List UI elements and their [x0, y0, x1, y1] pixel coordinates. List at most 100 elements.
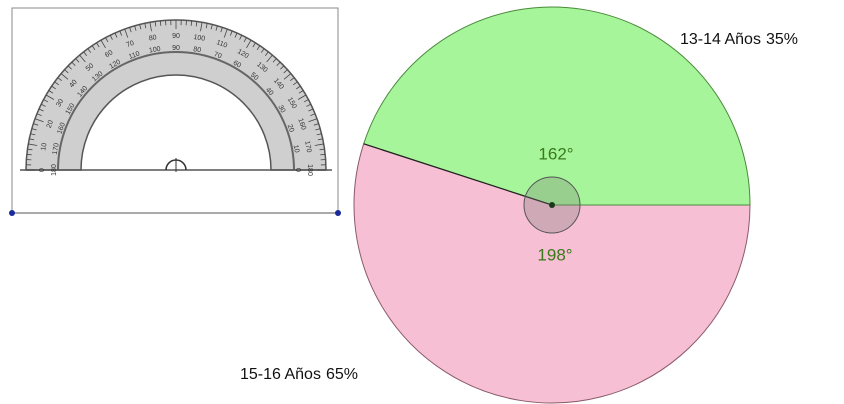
protractor-tick	[159, 20, 162, 26]
category-label: 13-14 Años	[680, 31, 761, 48]
protractor-label: 70	[213, 51, 223, 60]
protractor-label: 30	[55, 98, 65, 108]
protractor-label: 110	[128, 50, 141, 60]
protractor-tick	[313, 123, 319, 126]
protractor-tick	[31, 128, 37, 131]
protractor-label: 40	[68, 79, 78, 90]
protractor-tick	[134, 25, 137, 31]
protractor-label: 80	[193, 46, 202, 54]
slice-label: 15-16 Años 65%	[240, 366, 358, 383]
protractor-tick	[239, 35, 243, 40]
protractor-tick	[316, 133, 322, 136]
protractor-label: 120	[236, 48, 250, 60]
protractor-tick	[283, 73, 292, 80]
protractor-tick	[91, 45, 96, 51]
protractor-tick	[220, 27, 223, 33]
protractor-tick	[124, 28, 129, 38]
protractor-tick	[308, 118, 318, 123]
protractor-tick	[139, 24, 142, 30]
protractor-tick	[43, 99, 49, 103]
protractor-label: 160	[296, 118, 307, 131]
protractor-tick	[315, 128, 321, 131]
protractor-tick	[320, 153, 326, 156]
protractor-label: 70	[125, 40, 135, 49]
protractor-tick	[205, 23, 208, 29]
slice-label: 13-14 Años 35%	[680, 31, 798, 48]
protractor-tick	[276, 61, 281, 66]
protractor-label: 170	[52, 142, 61, 155]
protractor-tick	[67, 65, 72, 70]
protractor-inner-arc	[57, 51, 295, 171]
protractor-label: 90	[172, 33, 180, 40]
protractor-tick	[264, 51, 269, 56]
protractor-tick	[129, 27, 132, 33]
angle-label: 198°	[537, 245, 572, 264]
protractor-tick	[266, 54, 273, 63]
protractor-tick	[317, 138, 323, 141]
protractor-label: 80	[148, 34, 157, 42]
category-label: 15-16 Años	[240, 366, 321, 383]
protractor-tick	[36, 113, 42, 117]
protractor-tick	[280, 65, 285, 70]
protractor-label: 0	[39, 168, 46, 172]
protractor-tick	[256, 45, 261, 51]
protractor-label: 40	[264, 87, 274, 98]
protractor-tick	[26, 153, 32, 156]
protractor-tick	[252, 42, 256, 48]
protractor-tick	[154, 21, 157, 27]
protractor-tick	[75, 58, 80, 63]
protractor-tick	[293, 81, 298, 86]
protractor-tick	[290, 77, 295, 82]
protractor-label: 50	[249, 72, 260, 82]
protractor-tick	[229, 30, 233, 36]
protractor-tick	[308, 108, 314, 112]
protractor-tick	[319, 148, 325, 151]
protractor-tick	[45, 94, 55, 100]
protractor-label: 180	[51, 164, 58, 176]
protractor-tick	[48, 90, 54, 94]
protractor-tick	[38, 108, 44, 112]
protractor-label: 180	[306, 164, 313, 176]
protractor-tick	[71, 61, 76, 66]
protractor-label: 0	[294, 168, 301, 172]
protractor-label: 30	[276, 104, 286, 114]
protractor-tick	[310, 113, 316, 117]
protractor-tick	[149, 22, 152, 32]
pie-slice	[353, 143, 751, 404]
protractor-tick	[79, 54, 86, 63]
protractor-label: 10	[292, 144, 300, 153]
protractor-label: 50	[85, 62, 96, 72]
protractor-tick	[200, 22, 203, 32]
protractor-tick	[83, 51, 88, 56]
protractor-tick	[234, 32, 238, 38]
protractor-label: 160	[56, 122, 67, 135]
protractor-tick	[87, 48, 92, 53]
protractor-tick	[109, 35, 113, 40]
protractor-tick	[33, 123, 39, 126]
protractor-tick	[223, 28, 228, 38]
protractor-tick	[96, 42, 100, 48]
protractor-tick	[215, 25, 218, 31]
protractor-tick	[195, 21, 198, 27]
protractor-label: 20	[286, 124, 295, 134]
pie: 162° 198° 13-14 Años 35% 15-16 Años 65%	[240, 6, 798, 404]
protractor-tick	[54, 81, 59, 86]
protractor-tick	[27, 148, 33, 151]
protractor-tick	[144, 23, 147, 29]
protractor-tick	[60, 73, 69, 80]
divider	[363, 143, 553, 206]
protractor-tick	[64, 69, 69, 74]
protractor-tick	[314, 143, 324, 146]
handle[interactable]	[335, 210, 341, 216]
protractor-label: 110	[215, 39, 228, 49]
protractor-tick	[297, 94, 307, 100]
protractor-tick	[246, 39, 252, 49]
protractor-tick	[34, 118, 44, 123]
protractor-tick	[100, 39, 106, 49]
protractor-tick	[272, 58, 277, 63]
handle[interactable]	[9, 210, 15, 216]
value-label: 35%	[766, 31, 798, 48]
